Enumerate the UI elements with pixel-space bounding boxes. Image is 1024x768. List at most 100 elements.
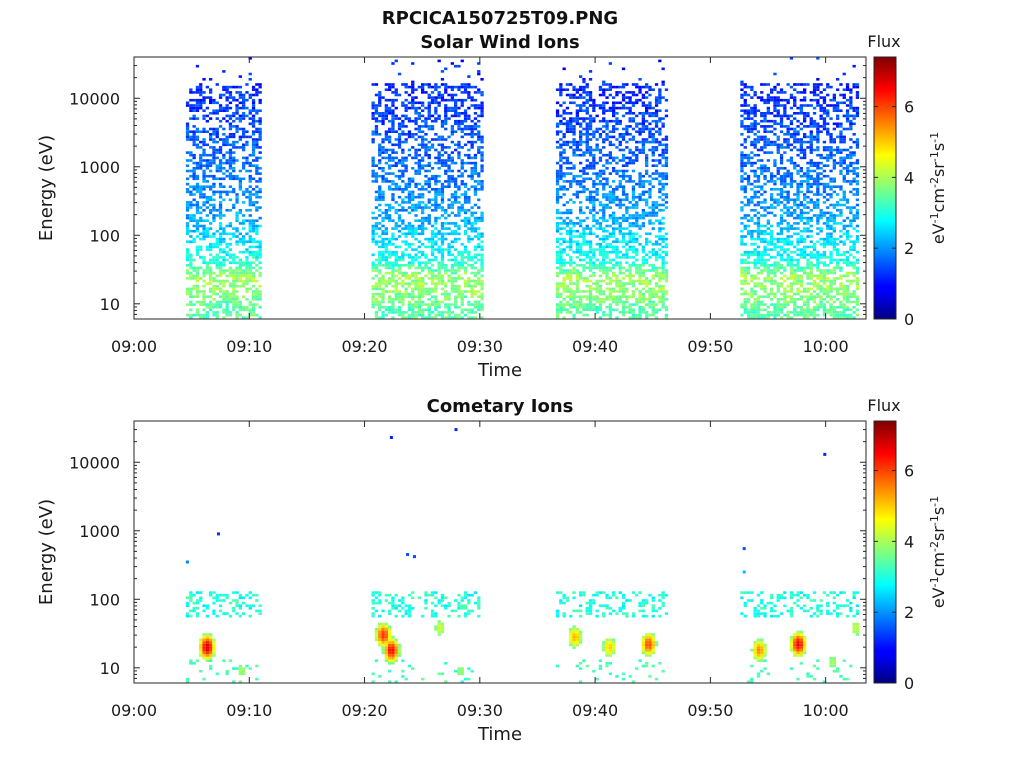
heat-cell bbox=[579, 232, 583, 236]
heat-cell bbox=[404, 271, 408, 275]
heat-cell bbox=[746, 203, 751, 207]
heat-cell bbox=[417, 240, 421, 243]
heat-cell bbox=[555, 311, 560, 314]
heat-cell bbox=[417, 227, 421, 230]
heat-cell bbox=[238, 211, 242, 215]
heat-cell bbox=[555, 245, 560, 249]
heat-cell bbox=[588, 245, 593, 249]
heat-cell bbox=[750, 243, 754, 246]
heat-cell bbox=[454, 237, 458, 241]
heat-cell bbox=[444, 298, 448, 301]
heat-cell bbox=[421, 119, 425, 123]
heat-cell bbox=[756, 211, 761, 215]
heat-cell bbox=[631, 295, 636, 298]
heat-cell bbox=[440, 292, 445, 296]
heat-cell bbox=[235, 216, 239, 220]
heat-cell bbox=[628, 269, 632, 272]
heat-cell bbox=[394, 209, 398, 212]
heat-cell bbox=[394, 311, 398, 314]
heat-cell bbox=[565, 232, 570, 236]
heat-cell bbox=[417, 85, 421, 89]
heat-cell bbox=[255, 269, 259, 272]
heat-cell bbox=[414, 106, 418, 110]
heat-cell bbox=[414, 88, 418, 91]
heat-cell bbox=[209, 277, 213, 280]
heat-cell bbox=[598, 261, 603, 264]
heat-cell bbox=[783, 295, 787, 298]
heat-cell bbox=[205, 269, 209, 272]
heat-cell bbox=[753, 190, 757, 194]
heat-cell bbox=[753, 313, 757, 317]
heat-cell bbox=[388, 85, 392, 89]
heat-cell bbox=[251, 201, 256, 204]
heat-cell bbox=[374, 133, 379, 136]
heat-cell bbox=[437, 188, 441, 191]
heat-cell bbox=[661, 117, 665, 120]
heat-cell bbox=[559, 216, 563, 220]
heat-cell bbox=[434, 305, 438, 309]
heat-cell bbox=[628, 264, 632, 267]
heat-cell bbox=[189, 303, 193, 306]
heat-cell bbox=[582, 101, 586, 105]
heat-cell bbox=[615, 198, 619, 202]
heat-cell bbox=[661, 237, 665, 241]
heat-cell bbox=[753, 112, 757, 115]
heat-cell bbox=[635, 93, 639, 97]
heat-cell bbox=[569, 161, 573, 165]
heat-cell bbox=[450, 180, 454, 183]
heat-cell bbox=[388, 127, 392, 131]
heat-cell bbox=[209, 211, 213, 215]
heat-cell bbox=[225, 161, 229, 165]
heat-cell bbox=[407, 232, 412, 236]
heat-cell bbox=[621, 106, 626, 110]
heat-cell bbox=[648, 300, 652, 304]
heat-cell bbox=[218, 279, 223, 283]
heat-cell bbox=[569, 182, 573, 186]
heat-cell bbox=[251, 130, 256, 133]
heat-cell bbox=[381, 282, 385, 285]
heat-cell bbox=[625, 161, 629, 165]
heat-cell bbox=[391, 159, 395, 162]
heat-cell bbox=[579, 206, 583, 209]
heat-cell bbox=[618, 224, 622, 228]
heat-cell bbox=[440, 206, 445, 209]
heat-cell bbox=[251, 227, 256, 230]
heat-cell bbox=[401, 140, 405, 144]
heat-cell bbox=[258, 245, 262, 249]
heat-cell bbox=[411, 85, 415, 89]
heat-cell bbox=[424, 264, 428, 267]
heat-cell bbox=[255, 292, 259, 296]
heat-cell bbox=[467, 256, 471, 259]
heat-cell bbox=[404, 248, 408, 251]
heat-cell bbox=[205, 167, 209, 170]
heat-cell bbox=[480, 266, 484, 270]
heat-cell bbox=[612, 180, 616, 183]
heat-cell bbox=[585, 98, 589, 102]
heat-cell bbox=[579, 235, 583, 238]
heat-cell bbox=[238, 313, 242, 317]
heat-cell bbox=[565, 222, 570, 225]
heat-cell bbox=[575, 195, 579, 199]
heat-cell bbox=[585, 125, 589, 128]
heat-cell bbox=[381, 167, 385, 170]
heat-cell bbox=[743, 172, 747, 175]
heat-cell bbox=[457, 295, 461, 298]
heat-cell bbox=[430, 295, 435, 298]
heat-cell bbox=[605, 125, 609, 128]
heat-cell bbox=[470, 264, 474, 267]
heat-cell bbox=[783, 274, 787, 278]
heat-cell bbox=[407, 117, 412, 120]
heat-cell bbox=[404, 98, 408, 102]
heat-cell bbox=[595, 264, 599, 267]
heat-cell bbox=[664, 195, 669, 199]
heat-cell bbox=[595, 172, 599, 175]
heat-cell bbox=[579, 311, 583, 314]
heat-cell bbox=[565, 106, 570, 110]
heat-cell bbox=[641, 140, 645, 144]
heat-cell bbox=[645, 237, 649, 241]
heat-cell bbox=[740, 119, 744, 123]
heat-cell bbox=[378, 159, 382, 162]
heat-cell bbox=[470, 119, 474, 123]
heat-cell bbox=[585, 133, 589, 136]
heat-cell bbox=[424, 133, 428, 136]
